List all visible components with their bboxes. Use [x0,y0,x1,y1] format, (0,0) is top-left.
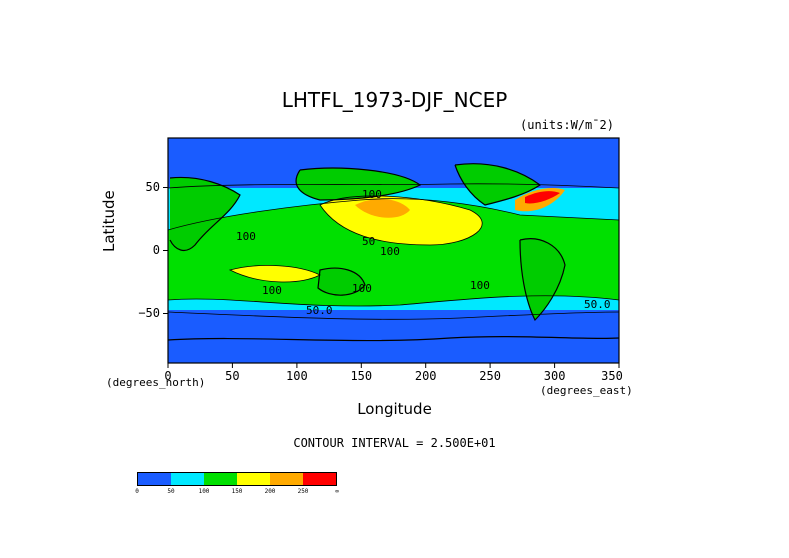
colorbar-outline [137,472,337,486]
colorbar-label: 0 [135,488,139,495]
y-tick-label: −50 [138,306,160,320]
y-tick-label: 50 [146,180,160,194]
land-africa-europe [170,177,240,251]
colorbar-label: ∞ [335,488,339,495]
contour-label: 100 [470,279,490,292]
x-tick-label: 350 [601,369,623,383]
contour-label: 50.0 [306,304,333,317]
land-australia [318,268,365,296]
x-unit-left: (degrees_north) [106,376,206,389]
x-tick-label: 300 [544,369,566,383]
x-tick-labels: 0 50 100 150 200 250 300 350 [164,369,622,383]
colorbar-segment-50 [171,472,204,486]
band-200-kuroshio [355,198,410,218]
plot-title: LHTFL_1973-DJF_NCEP [281,88,508,112]
x-tick-label: 150 [350,369,372,383]
contour-label: 50 [362,235,375,248]
contour-label: 100 [236,230,256,243]
contour-label: 100 [362,188,382,201]
contour-lines [168,183,619,320]
colorbar-segment-150 [237,472,270,486]
colorbar-label: 150 [231,488,243,495]
colorbar-label: 100 [198,488,210,495]
contour-label: 100 [380,245,400,258]
colorbar-segment-200 [270,472,303,486]
band-150-indian [230,265,320,282]
x-tick-label: 50 [225,369,239,383]
colorbar-segment-0 [137,472,171,486]
coastlines [168,163,619,342]
tick-marks [163,187,620,368]
land-south-america [520,238,565,320]
x-tick-label: 200 [415,369,437,383]
x-axis-label: Longitude [357,400,432,418]
contour-label: 100 [352,282,372,295]
contour-value-labels: 100 50 100 100 100 50.0 100 50.0 100 [236,188,611,317]
colorbar-label: 200 [264,488,276,495]
colorbar-segment-250 [303,472,337,486]
band-250-gulfstream [525,191,560,204]
colorbar-segment-100 [204,472,237,486]
band-arctic [168,138,619,156]
heatmap-field [168,138,619,363]
x-tick-label: 250 [479,369,501,383]
y-tick-labels: 50 0 −50 [138,180,160,320]
colorbar-label: 50 [167,488,175,495]
contour-label: 50.0 [584,298,611,311]
x-tick-label: 0 [164,369,171,383]
contour-interval-text: CONTOUR INTERVAL = 2.500E+01 [293,436,496,450]
y-tick-label: 0 [153,243,160,257]
colorbar-label: 250 [297,488,309,495]
band-antarctic [168,340,619,363]
x-unit-right: (degrees_east) [540,384,633,397]
land-asia [296,168,420,200]
units-label: (units:W/m¯2) [520,118,614,132]
contour-label: 100 [262,284,282,297]
x-tick-label: 100 [286,369,308,383]
